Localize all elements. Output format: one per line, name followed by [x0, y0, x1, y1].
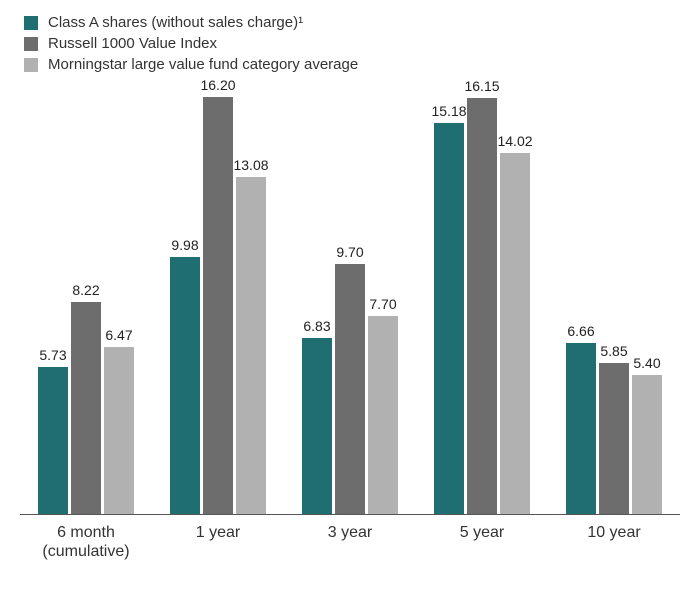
bar-group: 15.1816.1514.02	[434, 98, 530, 514]
x-axis-label: 3 year	[328, 523, 372, 542]
bar: 5.85	[599, 363, 629, 514]
bar-value-label: 9.70	[336, 244, 363, 260]
bar-group: 6.839.707.70	[302, 264, 398, 514]
legend-swatch	[24, 16, 38, 30]
bar-value-label: 15.18	[431, 103, 466, 119]
chart-x-axis-labels: 6 month(cumulative) 1 year 3 year 5 year 10 …	[20, 523, 680, 571]
x-axis-label-line1: 3 year	[328, 523, 372, 542]
legend-swatch	[24, 37, 38, 51]
bar: 5.73	[38, 367, 68, 514]
bar: 5.40	[632, 375, 662, 514]
bar-value-label: 9.98	[171, 237, 198, 253]
legend-item: Russell 1000 Value Index	[24, 35, 358, 52]
bar-value-label: 6.66	[567, 323, 594, 339]
legend-label: Russell 1000 Value Index	[48, 35, 217, 52]
bar: 6.66	[566, 343, 596, 514]
bar: 13.08	[236, 177, 266, 514]
bar-value-label: 5.85	[600, 343, 627, 359]
chart-plot-area: 5.738.226.479.9816.2013.086.839.707.7015…	[20, 98, 680, 515]
legend-item: Class A shares (without sales charge)¹	[24, 14, 358, 31]
performance-bar-chart: Class A shares (without sales charge)¹ Ru…	[0, 0, 700, 589]
legend-swatch	[24, 58, 38, 72]
x-axis-label-line1: 5 year	[460, 523, 504, 542]
bar-group: 6.665.855.40	[566, 343, 662, 514]
legend-item: Morningstar large value fund category av…	[24, 56, 358, 73]
legend-label: Class A shares (without sales charge)¹	[48, 14, 303, 31]
legend-label: Morningstar large value fund category av…	[48, 56, 358, 73]
x-axis-label: 6 month(cumulative)	[42, 523, 129, 561]
bar-value-label: 16.15	[464, 78, 499, 94]
x-axis-label-line1: 10 year	[587, 523, 640, 542]
bar-group: 5.738.226.47	[38, 302, 134, 514]
chart-legend: Class A shares (without sales charge)¹ Ru…	[24, 14, 358, 77]
bar: 16.20	[203, 97, 233, 514]
bar: 6.47	[104, 347, 134, 514]
bar: 9.70	[335, 264, 365, 514]
x-axis-label-line2: (cumulative)	[42, 542, 129, 561]
bar: 8.22	[71, 302, 101, 514]
bar-value-label: 6.83	[303, 318, 330, 334]
bar: 14.02	[500, 153, 530, 514]
x-axis-label-line1: 1 year	[196, 523, 240, 542]
bar: 6.83	[302, 338, 332, 514]
bar: 9.98	[170, 257, 200, 514]
bar-value-label: 5.73	[39, 347, 66, 363]
bar-value-label: 6.47	[105, 327, 132, 343]
bar: 15.18	[434, 123, 464, 514]
bar: 16.15	[467, 98, 497, 514]
bar-value-label: 8.22	[72, 282, 99, 298]
bar-value-label: 14.02	[497, 133, 532, 149]
x-axis-label: 1 year	[196, 523, 240, 542]
bar-group: 9.9816.2013.08	[170, 97, 266, 514]
x-axis-label-line1: 6 month	[42, 523, 129, 542]
bar-value-label: 5.40	[633, 355, 660, 371]
bar-value-label: 16.20	[200, 77, 235, 93]
x-axis-label: 10 year	[587, 523, 640, 542]
x-axis-label: 5 year	[460, 523, 504, 542]
bar: 7.70	[368, 316, 398, 514]
bar-value-label: 7.70	[369, 296, 396, 312]
bar-value-label: 13.08	[233, 157, 268, 173]
